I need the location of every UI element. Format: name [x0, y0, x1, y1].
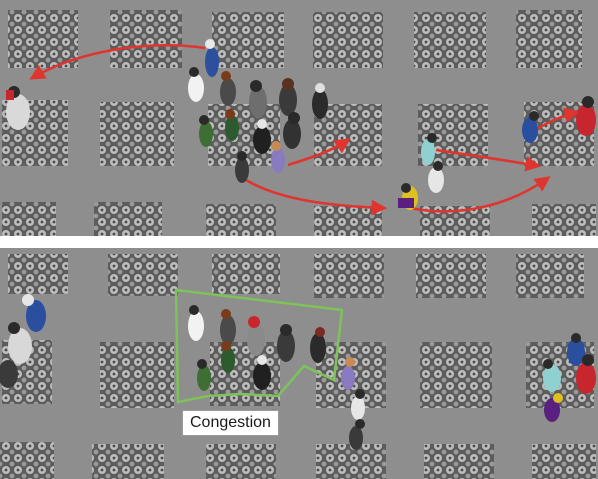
bottom-scene — [0, 248, 598, 479]
congestion-label: Congestion — [182, 410, 279, 436]
congestion-outline — [174, 288, 344, 404]
pedestrians — [6, 39, 596, 210]
top-scene — [0, 0, 598, 236]
floor-tiles — [2, 10, 596, 236]
pedestrians — [0, 294, 596, 450]
bottom-panel: Congestion — [0, 248, 598, 479]
top-panel — [0, 0, 598, 236]
floor — [0, 248, 598, 479]
trajectory-arrows — [29, 44, 581, 216]
panel-separator — [0, 236, 598, 248]
